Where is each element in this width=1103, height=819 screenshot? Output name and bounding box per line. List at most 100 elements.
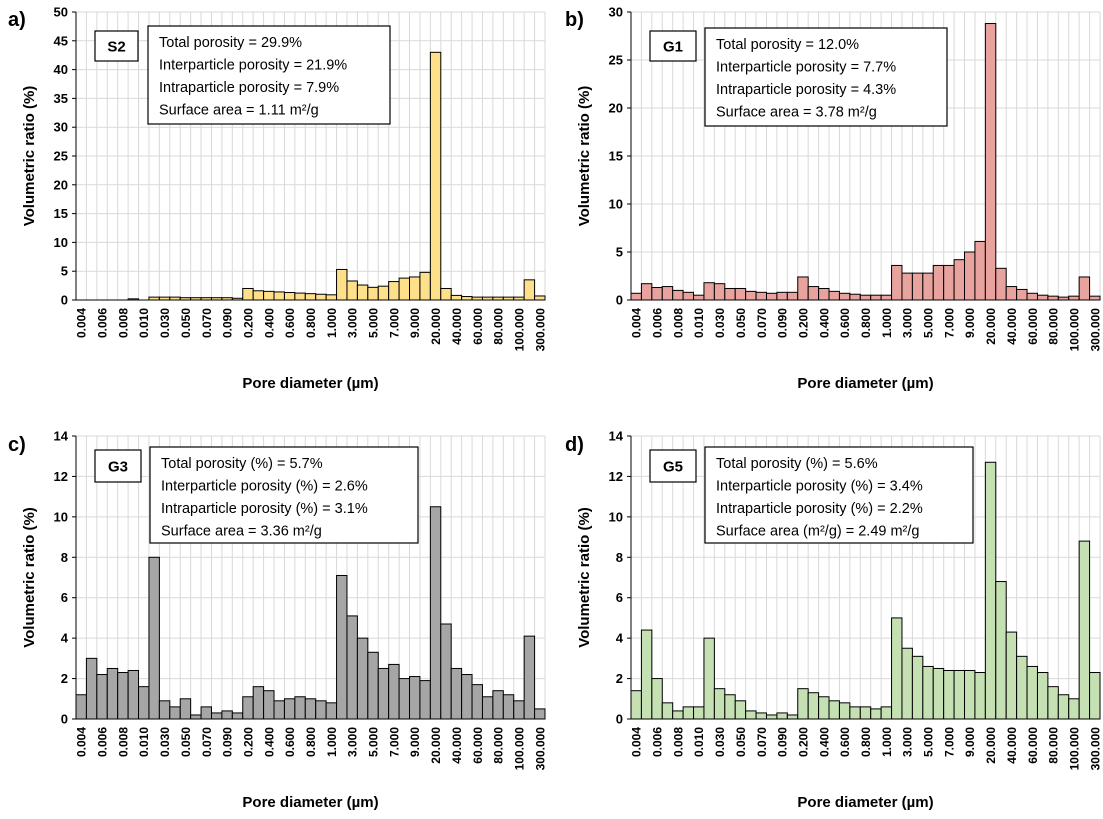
bar <box>776 712 788 720</box>
bar <box>252 686 265 720</box>
bar <box>745 710 757 720</box>
x-tick-label: 0.006 <box>96 727 110 757</box>
bar <box>263 690 275 720</box>
y-tick-label: 15 <box>54 206 68 221</box>
bar <box>776 291 788 301</box>
annotation-box <box>704 27 948 127</box>
annotation-line: Surface area = 1.11 m²/g <box>159 103 319 119</box>
bar <box>870 708 882 720</box>
bar <box>534 295 546 301</box>
bar <box>1005 631 1018 720</box>
x-tick-label: 300.000 <box>533 308 547 352</box>
x-tick-label: 0.400 <box>262 308 276 338</box>
bar <box>398 678 411 720</box>
x-tick-label: 7.000 <box>942 308 956 338</box>
bar <box>440 623 452 720</box>
x-tick-label: 0.008 <box>116 727 130 757</box>
sample-label: G5 <box>663 459 683 476</box>
x-tick-label: 0.006 <box>96 308 110 338</box>
x-tick-label: 60.000 <box>471 308 485 345</box>
x-tick-label: 80.000 <box>1047 308 1061 345</box>
bar <box>481 696 494 720</box>
bar <box>1005 286 1018 301</box>
bar <box>1036 294 1049 301</box>
annotation-line: Interparticle porosity = 7.7% <box>716 60 896 76</box>
bar <box>703 282 715 301</box>
bar <box>388 663 400 720</box>
y-tick-label: 50 <box>54 5 68 20</box>
x-tick-label: 5.000 <box>922 727 936 757</box>
bar <box>672 289 684 301</box>
y-tick-label: 0 <box>61 293 68 308</box>
y-tick-label: 12 <box>54 469 68 484</box>
y-tick-label: 25 <box>609 53 623 68</box>
x-tick-label: 0.030 <box>713 727 727 757</box>
bar <box>953 259 966 301</box>
x-tick-label: 3.000 <box>346 308 360 338</box>
y-tick-label: 8 <box>61 550 68 565</box>
x-tick-label: 0.006 <box>651 308 665 338</box>
bar <box>346 615 358 720</box>
y-tick-label: 5 <box>61 264 68 279</box>
x-tick-label: 7.000 <box>387 727 401 757</box>
bar <box>974 672 986 720</box>
bar <box>849 706 861 720</box>
x-tick-label: 0.006 <box>651 727 665 757</box>
y-tick-label: 10 <box>54 235 68 250</box>
bar <box>964 669 976 720</box>
bar <box>336 268 348 301</box>
x-tick-label: 5.000 <box>367 308 381 338</box>
bar <box>911 655 924 720</box>
bar <box>651 287 663 301</box>
x-axis-title: Pore diameter (µm) <box>242 794 378 811</box>
bar <box>661 286 674 301</box>
bar <box>682 291 695 301</box>
x-tick-label: 0.600 <box>283 727 297 757</box>
bar <box>409 276 421 301</box>
bar <box>221 710 233 720</box>
bar <box>1068 698 1080 720</box>
x-tick-label: 0.004 <box>75 308 89 338</box>
bar <box>734 700 747 720</box>
bar <box>630 690 642 720</box>
bar <box>242 696 254 720</box>
bar <box>745 290 757 301</box>
y-tick-label: 10 <box>54 509 68 524</box>
bar <box>1016 655 1028 720</box>
x-tick-label: 5.000 <box>367 727 381 757</box>
bar <box>283 698 296 720</box>
y-axis-title: Volumetric ratio (%) <box>21 86 38 227</box>
x-tick-label: 9.000 <box>963 308 977 338</box>
x-tick-label: 100.000 <box>1067 308 1081 352</box>
x-tick-label: 0.070 <box>200 727 214 757</box>
x-tick-label: 40.000 <box>450 727 464 764</box>
y-tick-label: 10 <box>609 197 623 212</box>
bar <box>523 635 536 720</box>
x-tick-label: 0.004 <box>75 727 89 757</box>
y-tick-label: 20 <box>609 101 623 116</box>
y-tick-label: 25 <box>54 149 68 164</box>
bar <box>85 657 98 720</box>
x-tick-label: 0.200 <box>241 308 255 338</box>
bar <box>932 264 945 301</box>
x-tick-label: 0.600 <box>838 727 852 757</box>
annotation-line: Total porosity (%) = 5.7% <box>161 456 323 472</box>
annotation-line: Intraparticle porosity (%) = 3.1% <box>161 501 368 517</box>
bar <box>429 51 442 301</box>
bar <box>682 706 695 720</box>
y-tick-label: 4 <box>616 631 624 646</box>
y-tick-label: 2 <box>61 671 68 686</box>
bar <box>922 272 934 301</box>
bar <box>388 281 400 301</box>
bar <box>242 287 254 301</box>
bar <box>304 293 317 301</box>
bar <box>148 556 160 720</box>
y-tick-label: 8 <box>616 550 623 565</box>
bar <box>75 694 87 720</box>
x-tick-label: 60.000 <box>1026 727 1040 764</box>
bar <box>807 692 820 720</box>
bar <box>210 712 223 720</box>
x-tick-label: 0.010 <box>692 727 706 757</box>
